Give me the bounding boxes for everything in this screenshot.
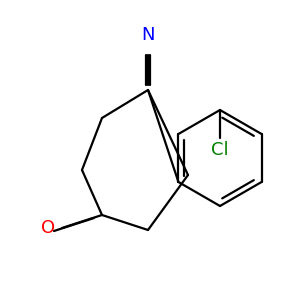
Text: N: N bbox=[141, 26, 155, 44]
Text: Cl: Cl bbox=[211, 141, 229, 159]
Text: O: O bbox=[41, 219, 55, 237]
